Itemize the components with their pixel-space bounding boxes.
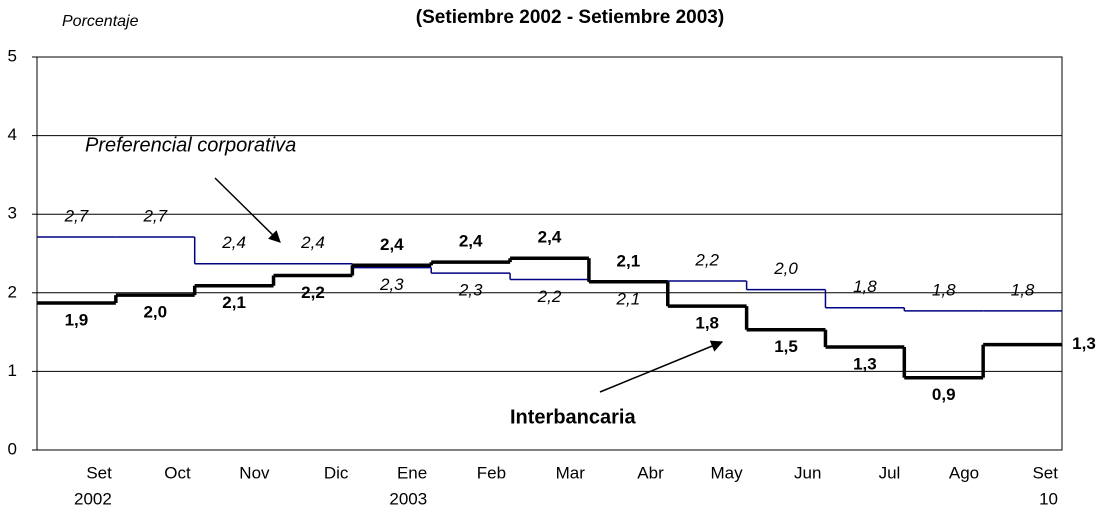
data-label: 2,2 bbox=[694, 250, 719, 269]
x-tick-label: Ago bbox=[949, 463, 979, 482]
x-tick-label: Jun bbox=[794, 463, 821, 482]
x-tick-label: Ene bbox=[397, 463, 427, 482]
x-tick-label: Mar bbox=[556, 463, 586, 482]
y-tick-label: 0 bbox=[8, 439, 17, 458]
data-label: 2,2 bbox=[301, 283, 325, 302]
x-tick-sublabel: 2003 bbox=[389, 489, 427, 508]
data-label: 1,8 bbox=[1011, 280, 1035, 299]
data-label: 2,4 bbox=[380, 235, 404, 254]
data-label: 1,8 bbox=[695, 314, 719, 333]
data-label: 0,9 bbox=[932, 385, 956, 404]
data-label: 2,3 bbox=[458, 281, 483, 300]
data-label: 2,4 bbox=[538, 228, 562, 247]
y-tick-label: 5 bbox=[8, 46, 17, 65]
x-tick-label: Oct bbox=[164, 463, 191, 482]
x-tick-label: Feb bbox=[477, 463, 506, 482]
data-label: 1,3 bbox=[1072, 334, 1096, 353]
data-label: 2,1 bbox=[616, 289, 641, 308]
x-tick-label: Set bbox=[86, 463, 112, 482]
x-tick-label: Set bbox=[1032, 463, 1058, 482]
data-label: 2,7 bbox=[64, 206, 89, 225]
series-annotation: Interbancaria bbox=[510, 406, 636, 428]
data-label: 2,1 bbox=[617, 251, 641, 270]
annotation-arrow bbox=[599, 340, 724, 393]
data-label: 2,7 bbox=[142, 206, 167, 225]
y-tick-label: 4 bbox=[8, 125, 17, 144]
data-label: 1,8 bbox=[853, 277, 877, 296]
grid bbox=[37, 56, 1062, 451]
x-tick-sublabel: 10 bbox=[1039, 489, 1058, 508]
data-label: 2,1 bbox=[222, 293, 246, 312]
data-label: 1,9 bbox=[65, 311, 89, 330]
x-tick-label: Nov bbox=[239, 463, 270, 482]
data-label: 2,2 bbox=[537, 287, 562, 306]
annotation-arrow bbox=[214, 177, 281, 243]
chart-title: (Setiembre 2002 - Setiembre 2003) bbox=[416, 7, 724, 28]
data-label: 1,3 bbox=[853, 355, 877, 374]
series-annotation: Preferencial corporativa bbox=[85, 134, 296, 156]
data-label: 2,3 bbox=[379, 275, 404, 294]
data-label: 2,4 bbox=[459, 232, 483, 251]
x-tick-label: Jul bbox=[879, 463, 901, 482]
plot-frame bbox=[36, 56, 1063, 451]
y-tick-label: 1 bbox=[8, 361, 17, 380]
x-tick-label: Abr bbox=[637, 463, 664, 482]
data-label: 2,4 bbox=[221, 233, 246, 252]
x-tick-label: May bbox=[710, 463, 743, 482]
data-label: 2,0 bbox=[143, 303, 167, 322]
y-tick-label: 2 bbox=[8, 282, 17, 301]
y-tick-label: 3 bbox=[8, 204, 17, 223]
data-label: 2,4 bbox=[300, 233, 325, 252]
data-label: 1,5 bbox=[774, 337, 798, 356]
x-tick-label: Dic bbox=[324, 463, 349, 482]
data-label: 2,0 bbox=[773, 259, 798, 278]
y-axis-label: Porcentaje bbox=[62, 13, 139, 30]
x-tick-sublabel: 2002 bbox=[74, 489, 112, 508]
data-label: 1,8 bbox=[932, 280, 956, 299]
